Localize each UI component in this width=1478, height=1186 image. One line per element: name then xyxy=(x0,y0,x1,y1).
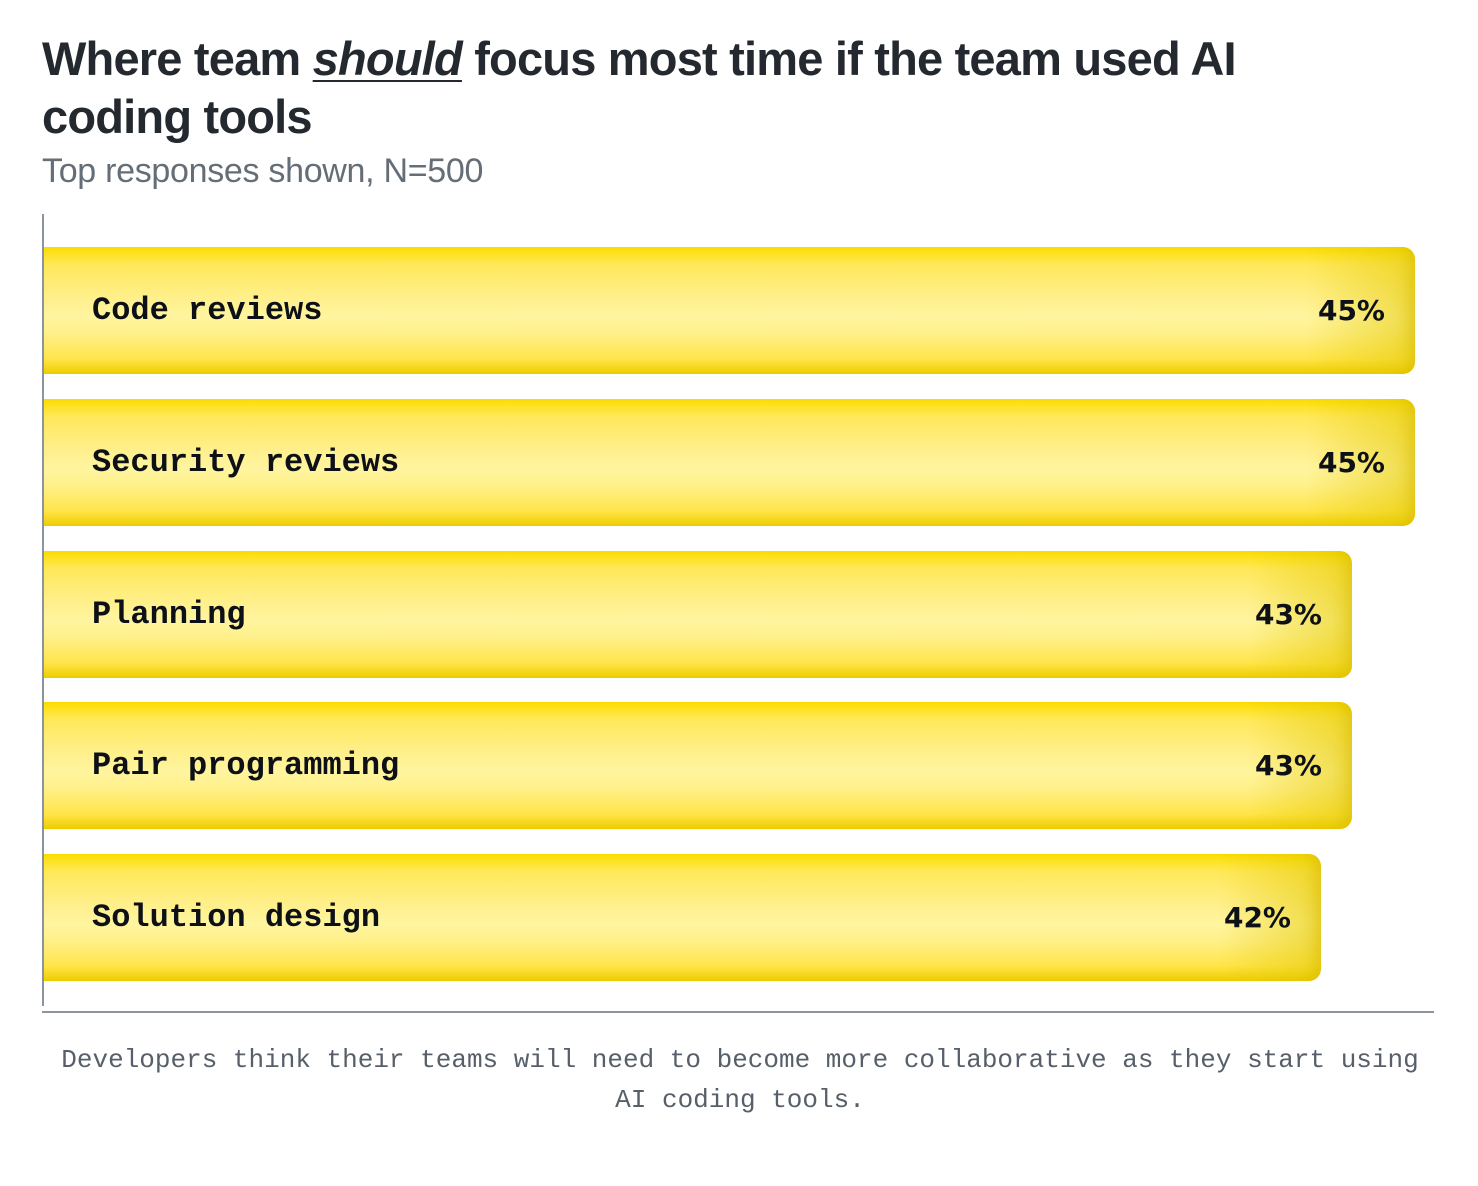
bar-code-reviews: Code reviews 45% xyxy=(44,247,1415,374)
bar-label: Solution design xyxy=(92,899,381,936)
bar-label: Planning xyxy=(92,596,246,633)
y-axis-line xyxy=(42,214,44,1006)
x-axis-line xyxy=(42,1011,1434,1013)
bar-value-label: 45% xyxy=(1317,446,1385,479)
bar-label: Pair programming xyxy=(92,747,400,784)
chart-subtitle: Top responses shown, N=500 xyxy=(42,152,484,190)
chart-title: Where team should focus most time if the… xyxy=(42,30,1342,146)
title-text-before: Where team xyxy=(42,32,313,85)
title-text-after: focus most time if the team used AI codi… xyxy=(42,32,1237,143)
bar-value-label: 45% xyxy=(1317,294,1385,327)
bar-value-label: 42% xyxy=(1223,901,1291,934)
title-emphasis: should xyxy=(312,32,463,85)
bar-label: Security reviews xyxy=(92,444,400,481)
bar-planning: Planning 43% xyxy=(44,551,1352,678)
bar-solution-design: Solution design 42% xyxy=(44,854,1321,981)
bar-value-label: 43% xyxy=(1254,598,1322,631)
bar-security-reviews: Security reviews 45% xyxy=(44,399,1415,526)
bar-pair-programming: Pair programming 43% xyxy=(44,702,1352,829)
bar-label: Code reviews xyxy=(92,292,323,329)
bar-value-label: 43% xyxy=(1254,749,1322,782)
chart-caption: Developers think their teams will need t… xyxy=(61,1045,1419,1115)
